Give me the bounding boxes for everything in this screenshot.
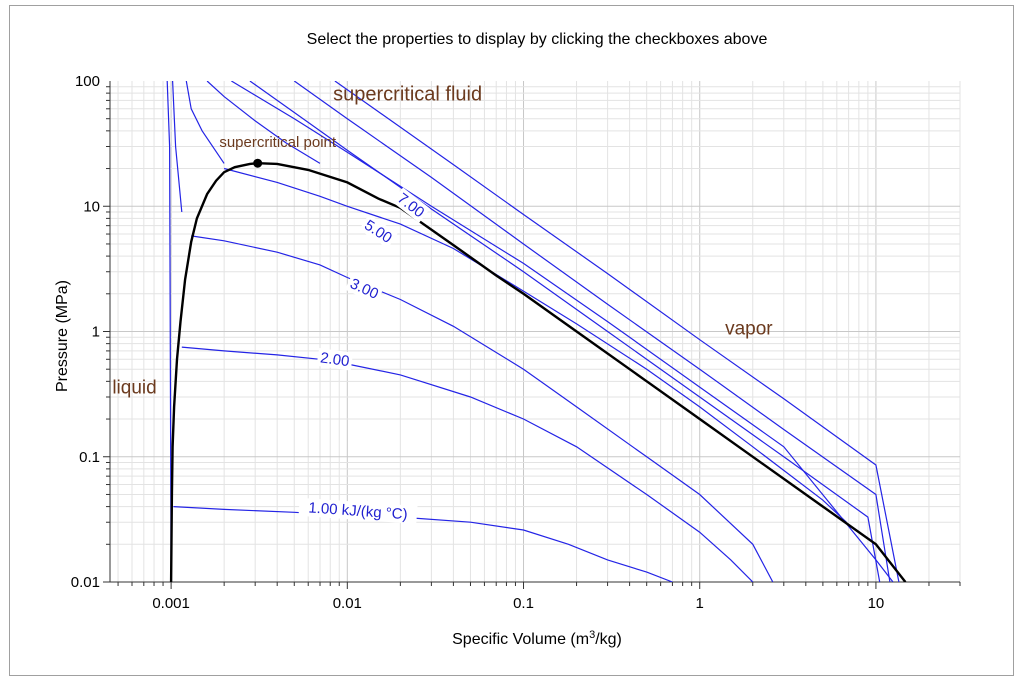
plot-title: Select the properties to display by clic… <box>307 31 768 48</box>
axes: 0.001 0.01 0.1 1 10 0.01 0.1 1 10 100 <box>71 73 961 612</box>
isentrope-label-text: 1.00 kJ/(kg °C) <box>308 499 408 523</box>
isentrope-line <box>223 167 847 523</box>
isentrope-line <box>191 235 774 582</box>
isentrope-label-text: 2.00 <box>319 349 350 370</box>
isentrope-label-bg <box>316 347 354 371</box>
x-tick-label: 0.1 <box>513 595 534 612</box>
isentrope-line <box>249 81 881 582</box>
isentrope-label-bg <box>391 187 431 223</box>
y-tick-label: 1 <box>92 324 100 341</box>
y-tick-label: 100 <box>75 73 100 90</box>
critical-point-label: supercritical point <box>219 134 337 151</box>
isentrope-line <box>181 346 754 582</box>
pv-diagram: Select the properties to display by clic… <box>54 31 961 648</box>
isentrope-label: 1.00 kJ/(kg °C) <box>298 497 418 524</box>
isentrope-line <box>166 81 172 582</box>
isentrope-label: 2.00 <box>316 347 354 371</box>
isentrope-line <box>173 506 673 582</box>
curve-labels: 1.00 kJ/(kg °C)2.003.005.007.00supercrit… <box>112 83 773 524</box>
x-tick-label: 10 <box>868 595 885 612</box>
isentrope-label: 3.00 <box>344 273 384 305</box>
isentrope-curves <box>166 81 907 582</box>
y-axis-title: Pressure (MPa) <box>54 280 71 392</box>
isentrope-label-bg <box>359 214 398 249</box>
x-axis-title: Specific Volume (m3/kg) <box>452 629 622 648</box>
grid-lines <box>110 81 961 583</box>
critical-point-marker <box>253 158 263 168</box>
x-tick-label: 1 <box>696 595 704 612</box>
isentrope-line <box>206 81 321 164</box>
y-tick-label: 0.01 <box>71 574 100 591</box>
y-tick-label: 10 <box>83 198 100 215</box>
isentrope-label-bg <box>344 273 384 305</box>
chart-frame: Select the properties to display by clic… <box>9 5 1014 676</box>
region-label: supercritical fluid <box>333 83 482 105</box>
isentrope-line <box>172 81 183 213</box>
saturated-vapor-line <box>257 162 907 582</box>
isentrope-line <box>293 81 891 582</box>
isentrope-line <box>231 81 894 582</box>
isentrope-label: 5.00 <box>359 214 398 249</box>
region-label: vapor <box>725 318 773 339</box>
isentrope-label-bg <box>298 497 418 524</box>
isentrope-line <box>185 81 225 164</box>
isentrope-line <box>334 81 900 582</box>
y-tick-label: 0.1 <box>79 449 100 466</box>
x-tick-label: 0.001 <box>152 595 190 612</box>
x-tick-label: 0.01 <box>333 595 362 612</box>
region-label: liquid <box>112 377 156 398</box>
saturated-liquid-line <box>169 162 258 582</box>
